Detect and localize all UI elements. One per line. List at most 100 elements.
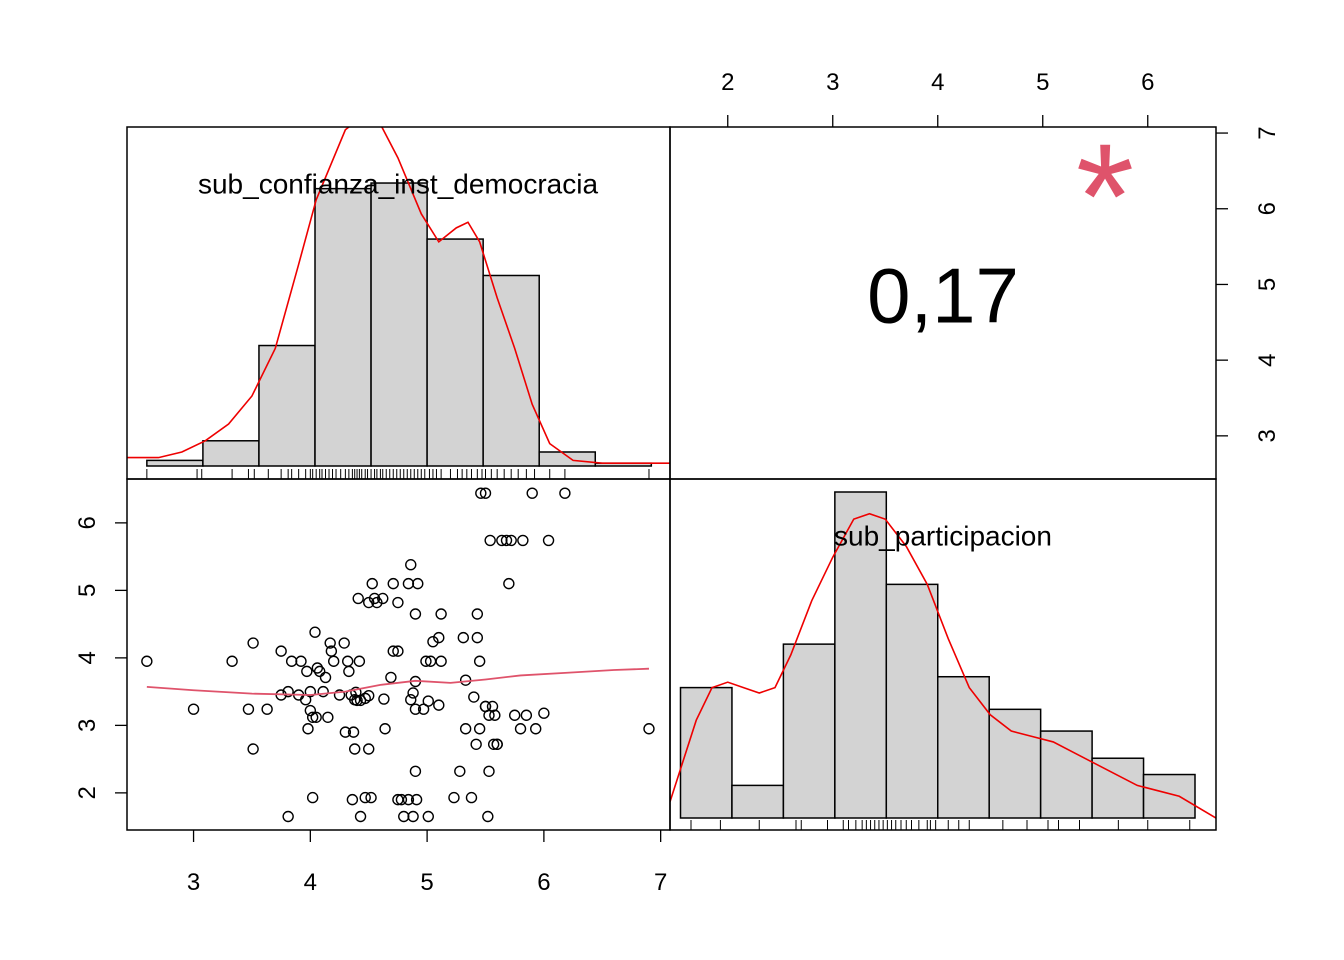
scatter-point bbox=[371, 596, 383, 609]
y-tick-label: 4 bbox=[74, 651, 101, 664]
y-tick-label: 3 bbox=[74, 719, 101, 732]
scatter-point bbox=[422, 810, 434, 823]
histogram-bar bbox=[988, 708, 1042, 819]
scatter-point bbox=[559, 487, 571, 499]
scatter-point bbox=[530, 723, 542, 735]
scatter-point bbox=[471, 631, 484, 644]
scatter-point bbox=[275, 645, 287, 657]
scatter-point bbox=[226, 655, 238, 667]
scatter-point bbox=[387, 577, 399, 590]
scatter-point bbox=[366, 577, 378, 590]
histogram-bar bbox=[202, 440, 260, 467]
scatter-point bbox=[306, 711, 319, 723]
x-tick-label: 3 bbox=[187, 869, 200, 896]
scatter-point bbox=[304, 685, 317, 698]
histogram-bar bbox=[426, 238, 484, 467]
scatter-point bbox=[422, 695, 434, 707]
scatter-point bbox=[377, 592, 389, 605]
scatter-point bbox=[457, 631, 470, 644]
scatter-point bbox=[365, 791, 377, 804]
scatter-point bbox=[301, 665, 313, 678]
histogram-bar bbox=[782, 643, 836, 819]
scatter-point bbox=[483, 765, 495, 777]
scatter-point bbox=[410, 793, 423, 806]
scatter-point bbox=[459, 723, 472, 735]
x-tick-label: 6 bbox=[537, 869, 550, 896]
panel-border bbox=[126, 478, 671, 831]
scatter-point bbox=[395, 793, 408, 806]
x-tick-label: 3 bbox=[826, 69, 839, 96]
scatter-point bbox=[339, 726, 352, 738]
histogram-bar bbox=[258, 344, 316, 467]
scatter-point bbox=[187, 703, 200, 715]
scatter-point bbox=[508, 709, 521, 721]
scatter-point bbox=[347, 726, 360, 738]
x-tick-label: 5 bbox=[420, 869, 433, 896]
scatter-point bbox=[471, 608, 484, 620]
scatter-point bbox=[402, 793, 415, 806]
y-tick-label: 6 bbox=[74, 516, 101, 529]
scatter-point bbox=[349, 743, 361, 755]
scatter-point bbox=[392, 645, 404, 657]
scatter-point bbox=[448, 791, 460, 804]
scatter-point bbox=[354, 810, 367, 823]
scatter-point bbox=[313, 665, 326, 678]
panel-bottom-right-histogram bbox=[670, 491, 1216, 830]
scatter-point bbox=[405, 559, 417, 571]
scatter-point bbox=[363, 596, 375, 609]
scatter-point bbox=[317, 685, 329, 698]
scatter-point bbox=[363, 743, 375, 755]
scatter-point bbox=[141, 655, 153, 667]
scatter-point bbox=[538, 707, 550, 719]
correlation-value: 0,17 bbox=[867, 252, 1019, 340]
histogram-bar bbox=[834, 491, 888, 819]
scatter-point bbox=[500, 534, 513, 547]
histogram-bar bbox=[885, 583, 939, 819]
x-tick-label: 7 bbox=[654, 869, 667, 896]
scatter-point bbox=[385, 671, 397, 684]
significance-star: * bbox=[1076, 112, 1134, 280]
histogram-bar bbox=[1142, 773, 1196, 819]
panel-top-left-histogram bbox=[127, 127, 670, 479]
scatter-point bbox=[405, 694, 417, 706]
scatter-point bbox=[310, 711, 322, 723]
smooth-line bbox=[146, 667, 650, 696]
scatter-point bbox=[482, 810, 494, 823]
scatter-point bbox=[319, 671, 332, 684]
scatter-point bbox=[505, 534, 517, 547]
x-tick-label: 5 bbox=[1036, 69, 1049, 96]
axis-y-left: 2 3 4 5 6 bbox=[74, 516, 127, 800]
histogram-bar bbox=[1091, 757, 1145, 819]
histogram-bar bbox=[731, 784, 785, 819]
scatter-point bbox=[333, 689, 346, 701]
scatter-point bbox=[470, 738, 482, 750]
scatter-point bbox=[489, 709, 501, 721]
scatter-point bbox=[309, 626, 321, 638]
histogram-bar bbox=[937, 675, 990, 819]
panel-border bbox=[669, 478, 1217, 831]
scatter-point bbox=[302, 723, 314, 735]
histogram-bar bbox=[314, 187, 372, 467]
diagonal-label-var2: sub_participacion bbox=[834, 520, 1052, 551]
scatter-point bbox=[379, 723, 391, 735]
histogram-bar bbox=[370, 182, 428, 467]
scatter-point bbox=[327, 655, 340, 667]
scatter-point bbox=[454, 765, 466, 777]
scatter-point bbox=[392, 596, 404, 609]
scatter-point bbox=[247, 743, 259, 755]
scatter-point bbox=[503, 577, 515, 590]
panel-borders bbox=[126, 126, 1217, 831]
scatter-point bbox=[407, 687, 419, 699]
scatter-point bbox=[526, 487, 538, 499]
scatter-point bbox=[338, 637, 350, 649]
scatter-point bbox=[643, 723, 655, 735]
x-tick-label: 4 bbox=[304, 869, 317, 896]
scatter-point bbox=[491, 738, 503, 750]
scatter-point bbox=[282, 685, 294, 698]
scatter-point bbox=[387, 645, 399, 657]
scatter-point bbox=[402, 577, 415, 590]
density-curve bbox=[127, 127, 670, 464]
scatter-point bbox=[435, 608, 447, 620]
scatter-point bbox=[409, 703, 422, 715]
